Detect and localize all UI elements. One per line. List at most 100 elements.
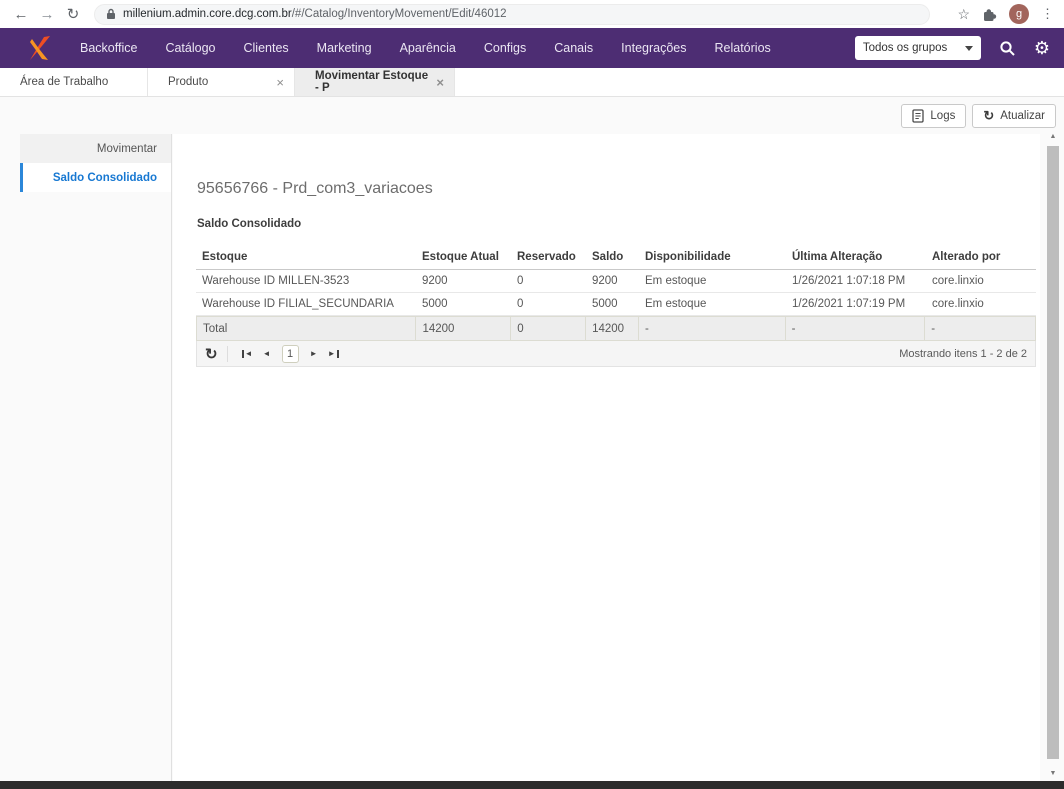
table-cell: -	[931, 322, 936, 335]
workspace: Logs ↻ Atualizar Movimentar Saldo Consol…	[0, 97, 1064, 781]
table-cell: 5000	[422, 298, 448, 310]
pager: ↻ ◄ ◄ 1 ► ► Mostrando itens 1 - 2 de 2	[196, 341, 1036, 367]
tab-strip: Área de Trabalho Produto × Movimentar Es…	[0, 68, 1064, 97]
page-number[interactable]: 1	[281, 344, 299, 363]
navbar-item[interactable]: Marketing	[316, 41, 372, 55]
gear-icon[interactable]: ⚙	[1033, 38, 1050, 58]
logs-button[interactable]: Logs	[901, 103, 967, 128]
address-bar[interactable]: millenium.admin.core.dcg.com.br/#/Catalo…	[94, 3, 930, 25]
table-cell: core.linxio	[932, 275, 984, 287]
last-page-button[interactable]: ►	[324, 349, 344, 358]
table-row[interactable]: Warehouse ID FILIAL_SECUNDARIA 5000 0 5000 E…	[196, 293, 1036, 316]
search-icon[interactable]	[999, 40, 1016, 57]
bookmark-star-icon[interactable]: ☆	[957, 5, 970, 22]
sidebar-item-label: Movimentar	[96, 142, 157, 155]
vertical-scrollbar: ▲ ▼	[1047, 133, 1059, 777]
table-cell: 0	[511, 317, 587, 340]
tab-label: Área de Trabalho	[20, 76, 109, 88]
table-cell: 0	[517, 275, 524, 287]
sidebar-item-saldo-consolidado[interactable]: Saldo Consolidado	[20, 163, 171, 192]
tab-movimentar-estoque[interactable]: Movimentar Estoque - P ×	[295, 68, 455, 96]
table-cell: 5000	[592, 298, 618, 310]
navbar-item[interactable]: Configs	[483, 41, 527, 55]
table-cell: -	[639, 317, 786, 340]
table-cell: 0	[517, 298, 524, 310]
refresh-button-label: Atualizar	[1000, 109, 1045, 122]
page-title: 95656766 - Prd_com3_variacoes	[197, 180, 433, 197]
tab-label: Movimentar Estoque - P	[315, 70, 429, 94]
navbar-item[interactable]: Integrações	[621, 41, 687, 55]
table-row[interactable]: Warehouse ID MILLEN-3523 9200 0 9200 Em esto…	[196, 270, 1036, 293]
scroll-down-icon[interactable]: ▼	[1049, 770, 1057, 777]
table-cell[interactable]: Estoque	[202, 250, 248, 263]
table-cell: 1/26/2021 1:07:18 PM	[792, 275, 906, 287]
scrollbar-thumb[interactable]	[1047, 146, 1059, 759]
app-navbar: Backoffice Catálogo Clientes Marketing Aparê…	[0, 28, 1064, 68]
table-cell[interactable]: Disponibilidade	[645, 250, 731, 263]
table-cell[interactable]: Estoque Atual	[422, 250, 499, 263]
section-title: Saldo Consolidado	[197, 218, 302, 230]
document-icon	[912, 108, 925, 123]
chevron-down-icon	[964, 45, 973, 51]
table-cell: Warehouse ID FILIAL_SECUNDARIA	[202, 298, 394, 310]
tab-label: Produto	[168, 76, 209, 88]
bottom-bar	[0, 781, 1064, 789]
table-cell: Em estoque	[645, 298, 707, 310]
table-cell: 9200	[592, 275, 618, 287]
stock-table: Estoque Estoque Atual Reservado Saldo Dispon…	[196, 244, 1036, 367]
url-text: millenium.admin.core.dcg.com.br/#/Catalo…	[123, 8, 507, 20]
content-body: Movimentar Saldo Consolidado 95656766 - …	[0, 134, 1064, 781]
next-page-button[interactable]: ►	[309, 349, 318, 358]
navbar-item[interactable]: Catálogo	[165, 41, 216, 55]
table-cell: 14200	[586, 317, 639, 340]
first-page-button[interactable]: ◄	[237, 349, 257, 358]
table-rows: Warehouse ID MILLEN-3523 9200 0 9200 Em esto…	[196, 270, 1036, 316]
table-cell[interactable]: Saldo	[592, 250, 624, 263]
profile-avatar[interactable]: g	[1009, 4, 1029, 24]
main-panel: 95656766 - Prd_com3_variacoes Saldo Cons…	[173, 134, 1040, 781]
close-icon[interactable]: ×	[436, 74, 444, 90]
back-icon[interactable]: ←	[13, 5, 29, 23]
table-cell: -	[786, 317, 926, 340]
lock-icon	[106, 8, 116, 20]
table-header-row: Estoque Estoque Atual Reservado Saldo Dispon…	[196, 244, 1036, 270]
reload-icon[interactable]: ↻	[66, 6, 80, 23]
navbar-item[interactable]: Backoffice	[80, 41, 138, 55]
navbar-item[interactable]: Aparência	[399, 41, 456, 55]
brand-logo[interactable]	[0, 34, 80, 62]
sidebar-item-movimentar[interactable]: Movimentar	[20, 134, 171, 163]
table-cell: 14200	[416, 317, 512, 340]
forward-icon[interactable]: →	[39, 5, 55, 23]
toolbar: Logs ↻ Atualizar	[0, 97, 1064, 134]
pager-refresh-icon[interactable]: ↻	[205, 345, 218, 363]
table-cell: core.linxio	[932, 298, 984, 310]
navbar-item[interactable]: Relatórios	[714, 41, 771, 55]
browser-menu-kebab-icon[interactable]: ⋮	[1041, 6, 1054, 21]
table-cell: Warehouse ID MILLEN-3523	[202, 275, 350, 287]
table-total-row: Total 14200 0 14200- - -	[196, 316, 1036, 341]
scroll-up-icon[interactable]: ▲	[1049, 133, 1057, 140]
navbar-item[interactable]: Canais	[554, 41, 594, 55]
pager-status: Mostrando itens 1 - 2 de 2	[899, 347, 1027, 360]
close-icon[interactable]: ×	[276, 74, 284, 90]
pager-separator	[226, 345, 228, 362]
extensions-icon[interactable]	[982, 7, 997, 22]
sidebar-item-label: Saldo Consolidado	[52, 171, 157, 184]
table-cell[interactable]: Alterado por	[932, 250, 1001, 263]
logs-button-label: Logs	[930, 109, 956, 122]
table-cell[interactable]: Reservado	[517, 250, 576, 263]
refresh-icon: ↻	[983, 108, 995, 123]
navbar-item[interactable]: Clientes	[243, 41, 289, 55]
sidebar: Movimentar Saldo Consolidado	[0, 134, 172, 781]
navbar-menu: Backoffice Catálogo Clientes Marketing Aparê…	[80, 41, 799, 55]
group-select[interactable]: Todos os grupos	[854, 36, 981, 60]
table-cell[interactable]: Última Alteração	[792, 250, 883, 263]
tab-produto[interactable]: Produto ×	[148, 68, 295, 96]
table-cell: 9200	[422, 275, 448, 287]
refresh-button[interactable]: ↻ Atualizar	[972, 103, 1056, 128]
browser-chrome: ← → ↻ millenium.admin.core.dcg.com.br/#/…	[0, 0, 1064, 28]
table-cell: Em estoque	[645, 275, 707, 287]
tab-area-de-trabalho[interactable]: Área de Trabalho	[0, 68, 148, 96]
table-cell: 1/26/2021 1:07:19 PM	[792, 298, 906, 310]
prev-page-button[interactable]: ◄	[262, 349, 271, 358]
